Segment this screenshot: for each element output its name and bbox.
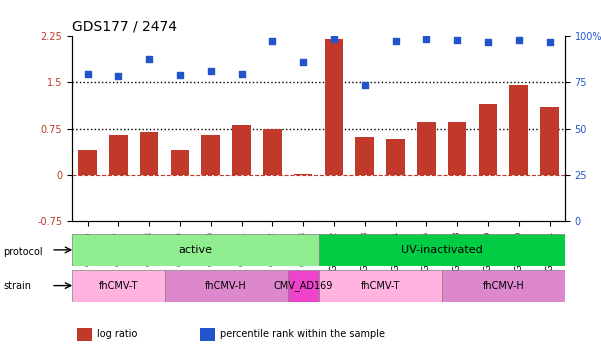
FancyBboxPatch shape: [165, 270, 288, 302]
Bar: [294, 174, 313, 175]
Bar: [200, 328, 215, 341]
Bar: [77, 328, 92, 341]
Bar: [417, 122, 436, 175]
Bar: [140, 132, 159, 175]
Text: active: active: [178, 245, 212, 255]
Point: [514, 37, 523, 43]
FancyBboxPatch shape: [72, 234, 319, 266]
Point: [360, 82, 370, 88]
Bar: [232, 125, 251, 175]
Text: fhCMV-T: fhCMV-T: [99, 281, 138, 291]
Text: fhCMV-H: fhCMV-H: [483, 281, 524, 291]
Point: [391, 38, 400, 44]
Text: UV-inactivated: UV-inactivated: [401, 245, 483, 255]
Bar: [510, 85, 528, 175]
Text: percentile rank within the sample: percentile rank within the sample: [220, 329, 385, 339]
Point: [453, 37, 462, 43]
Point: [483, 39, 493, 45]
FancyBboxPatch shape: [319, 234, 565, 266]
Bar: [478, 104, 497, 175]
Text: fhCMV-T: fhCMV-T: [361, 281, 400, 291]
Point: [421, 36, 431, 42]
FancyBboxPatch shape: [72, 270, 165, 302]
Point: [267, 38, 277, 44]
Point: [206, 68, 216, 74]
Point: [114, 73, 123, 79]
Text: CMV_AD169: CMV_AD169: [273, 280, 333, 291]
Bar: [109, 135, 127, 175]
Point: [83, 71, 93, 77]
Point: [329, 36, 339, 42]
FancyBboxPatch shape: [288, 270, 319, 302]
Text: GDS177 / 2474: GDS177 / 2474: [72, 19, 177, 33]
FancyBboxPatch shape: [442, 270, 565, 302]
FancyBboxPatch shape: [319, 270, 442, 302]
Point: [237, 71, 246, 77]
Bar: [448, 122, 466, 175]
Bar: [171, 150, 189, 175]
Text: strain: strain: [3, 281, 31, 291]
Text: fhCMV-H: fhCMV-H: [206, 281, 247, 291]
Bar: [325, 39, 343, 175]
Bar: [201, 135, 220, 175]
Bar: [386, 139, 405, 175]
Bar: [78, 150, 97, 175]
Point: [144, 56, 154, 62]
Point: [545, 39, 554, 45]
Bar: [540, 107, 559, 175]
Point: [175, 72, 185, 77]
Text: log ratio: log ratio: [97, 329, 137, 339]
Bar: [263, 129, 281, 175]
Text: protocol: protocol: [3, 247, 43, 257]
Bar: [355, 137, 374, 175]
Point: [298, 60, 308, 65]
